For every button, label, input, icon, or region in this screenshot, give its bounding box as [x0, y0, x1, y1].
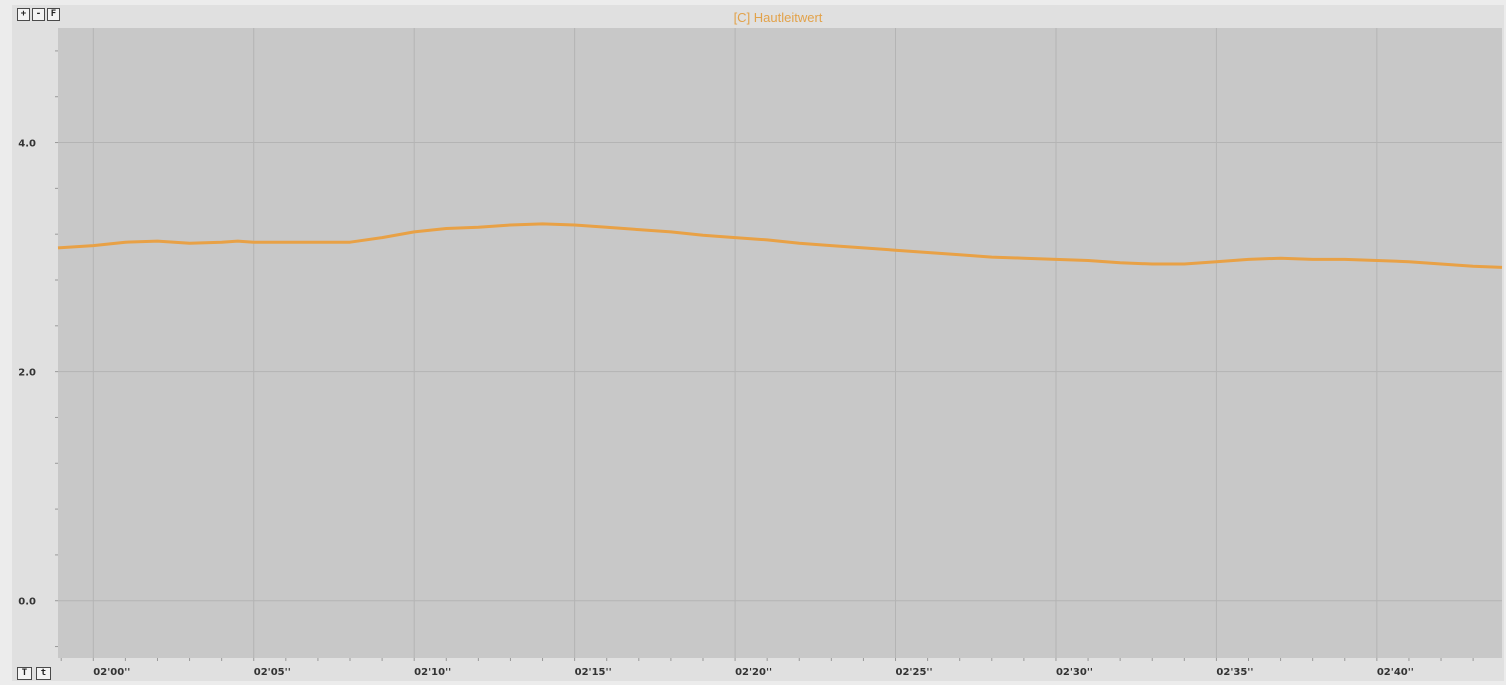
time-big-button[interactable]: T: [17, 667, 32, 680]
x-tick-label: 02'40'': [1377, 667, 1414, 678]
plot-area[interactable]: [58, 28, 1502, 658]
zoom-out-button[interactable]: -: [32, 8, 45, 21]
x-axis: 02'00'' 02'05'' 02'10'' 02'15'' 02'20'' 02'25…: [93, 667, 1414, 678]
x-tick-label: 02'20'': [735, 667, 772, 678]
x-tick-label: 02'25'': [896, 667, 933, 678]
x-tick-label: 02'10'': [414, 667, 451, 678]
y-tick-label: 4.0: [18, 139, 36, 150]
fit-button[interactable]: F: [47, 8, 60, 21]
chart-title: [C] Hautleitwert: [733, 10, 823, 25]
zoom-in-button[interactable]: +: [17, 8, 30, 21]
y-axis: 0.0 2.0 4.0: [18, 139, 36, 608]
x-tick-label: 02'05'': [254, 667, 291, 678]
x-tick-label: 02'00'': [93, 667, 130, 678]
series-line[interactable]: [57, 222, 1503, 269]
y-tick-label: 0.0: [18, 597, 36, 608]
x-tick-label: 02'15'': [575, 667, 612, 678]
x-tick-label: 02'35'': [1216, 667, 1253, 678]
y-tick-label: 2.0: [18, 368, 36, 379]
x-tick-label: 02'30'': [1056, 667, 1093, 678]
time-small-button[interactable]: t: [36, 667, 51, 680]
grid-lines: [58, 28, 1502, 658]
minor-ticks: [55, 50, 1474, 661]
